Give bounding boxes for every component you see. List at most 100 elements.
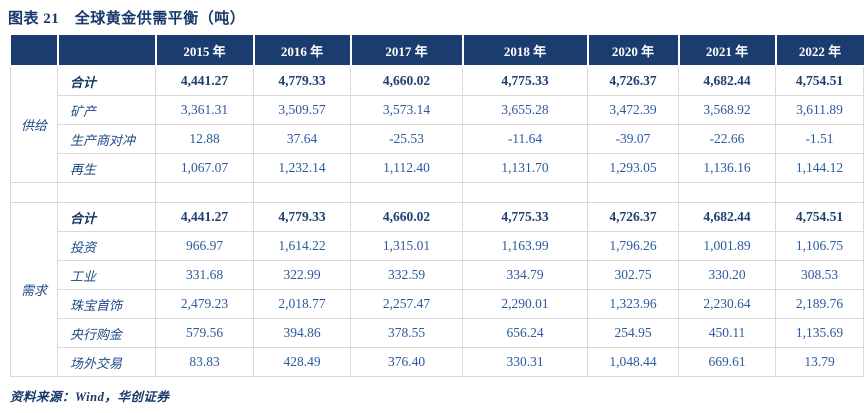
value-cell: 1,112.40 <box>350 153 463 183</box>
value-cell: 334.79 <box>462 260 588 290</box>
value-cell: 2,230.64 <box>678 289 776 319</box>
table-row: 工业 331.68 322.99 332.59 334.79 302.75 330.20 30… <box>11 260 864 290</box>
row-label: 场外交易 <box>57 347 156 377</box>
value-cell: 1,323.96 <box>587 289 679 319</box>
value-cell: 1,136.16 <box>678 153 776 183</box>
value-cell: 3,568.92 <box>678 95 776 125</box>
row-label: 投资 <box>57 231 156 261</box>
row-label: 合计 <box>57 202 156 232</box>
value-cell: 1,144.12 <box>775 153 864 183</box>
table-row: 再生 1,067.07 1,232.14 1,112.40 1,131.70 1,293.… <box>11 153 864 183</box>
value-cell: 2,189.76 <box>775 289 864 319</box>
value-cell: 3,655.28 <box>462 95 588 125</box>
figure-title: 图表 21 全球黄金供需平衡（吨） <box>8 11 246 27</box>
value-cell: 3,472.39 <box>587 95 679 125</box>
value-cell: 12.88 <box>155 124 254 154</box>
value-cell: -25.53 <box>350 124 463 154</box>
year-header: 2022 年 <box>774 35 864 67</box>
value-cell: 579.56 <box>155 318 254 348</box>
value-cell: -39.07 <box>587 124 679 154</box>
value-cell: 376.40 <box>350 347 463 377</box>
value-cell: 2,290.01 <box>462 289 588 319</box>
value-cell: 1,232.14 <box>253 153 351 183</box>
year-header: 2020 年 <box>586 35 679 67</box>
value-cell: 669.61 <box>678 347 776 377</box>
spacer-cell <box>10 182 58 203</box>
value-cell: 254.95 <box>587 318 679 348</box>
value-cell: 3,611.89 <box>775 95 864 125</box>
value-cell: 450.11 <box>678 318 776 348</box>
table-row: 供给 合计 4,441.27 4,779.33 4,660.02 4,775.33 4,72… <box>10 65 864 183</box>
value-cell: 1,048.44 <box>587 347 679 377</box>
table-row: 需求 合计 4,441.27 4,779.33 4,660.02 4,775.33 4,72… <box>10 202 864 377</box>
value-cell: 37.64 <box>253 124 351 154</box>
value-cell: 1,067.07 <box>155 153 254 183</box>
value-cell: 1,106.75 <box>775 231 864 261</box>
value-cell: 4,779.33 <box>253 202 351 232</box>
value-cell: 394.86 <box>253 318 351 348</box>
spacer-cell <box>155 182 254 203</box>
table-row: 生产商对冲 12.88 37.64 -25.53 -11.64 -39.07 -22.66-… <box>11 124 864 154</box>
value-cell: 4,726.37 <box>587 202 679 232</box>
table-row: 投资 966.97 1,614.22 1,315.01 1,163.99 1,796.26… <box>11 231 864 261</box>
value-cell: 4,779.33 <box>253 65 351 96</box>
spacer-cell <box>350 182 463 203</box>
value-cell: -11.64 <box>462 124 588 154</box>
table-body: 供给 合计 4,441.27 4,779.33 4,660.02 4,775.33 4,72… <box>10 65 864 377</box>
value-cell: 331.68 <box>155 260 254 290</box>
supply-demand-table: 2015 年 2016 年 2017 年 2018 年 2020 年 2021 年 2022… <box>10 35 864 377</box>
value-cell: 378.55 <box>350 318 463 348</box>
year-header: 2017 年 <box>349 35 463 67</box>
spacer-cell <box>253 182 351 203</box>
value-cell: 1,614.22 <box>253 231 351 261</box>
value-cell: 302.75 <box>587 260 679 290</box>
year-header: 2015 年 <box>154 35 254 67</box>
value-cell: 330.31 <box>462 347 588 377</box>
value-cell: 4,726.37 <box>587 65 679 96</box>
year-header: 2021 年 <box>677 35 776 67</box>
value-cell: 1,131.70 <box>462 153 588 183</box>
source-note: 资料来源：Wind，华创证券 <box>10 390 170 404</box>
table-row: 珠宝首饰 2,479.23 2,018.77 2,257.47 2,290.01 1,32… <box>11 289 864 319</box>
value-cell: 3,573.14 <box>350 95 463 125</box>
value-cell: 1,163.99 <box>462 231 588 261</box>
spacer-row <box>10 182 864 203</box>
value-cell: 2,257.47 <box>350 289 463 319</box>
group-label-supply: 供给 <box>10 65 58 183</box>
value-cell: 4,682.44 <box>678 65 776 96</box>
value-cell: 322.99 <box>253 260 351 290</box>
row-label: 再生 <box>57 153 156 183</box>
value-cell: 332.59 <box>350 260 463 290</box>
value-cell: 1,135.69 <box>775 318 864 348</box>
year-header: 2018 年 <box>461 35 588 67</box>
value-cell: 330.20 <box>678 260 776 290</box>
value-cell: 13.79 <box>775 347 864 377</box>
value-cell: 4,441.27 <box>155 65 254 96</box>
row-label: 矿产 <box>57 95 156 125</box>
value-cell: 2,018.77 <box>253 289 351 319</box>
value-cell: 4,660.02 <box>350 65 463 96</box>
header-row: 2015 年 2016 年 2017 年 2018 年 2020 年 2021 年 2022… <box>10 35 864 67</box>
value-cell: 1,001.89 <box>678 231 776 261</box>
spacer-cell <box>775 182 864 203</box>
value-cell: 3,361.31 <box>155 95 254 125</box>
row-label: 合计 <box>57 65 156 96</box>
value-cell: 4,775.33 <box>462 202 588 232</box>
row-label: 珠宝首饰 <box>57 289 156 319</box>
value-cell: 308.53 <box>775 260 864 290</box>
value-cell: 4,682.44 <box>678 202 776 232</box>
corner-cell-group <box>10 35 58 67</box>
table-row: 央行购金 579.56 394.86 378.55 656.24 254.95 450.11… <box>11 318 864 348</box>
value-cell: -22.66 <box>678 124 776 154</box>
year-header: 2016 年 <box>252 35 351 67</box>
value-cell: 4,754.51 <box>775 65 864 96</box>
value-cell: 1,293.05 <box>587 153 679 183</box>
spacer-cell <box>57 182 156 203</box>
group-label-demand: 需求 <box>10 202 58 377</box>
row-label: 央行购金 <box>57 318 156 348</box>
value-cell: 2,479.23 <box>155 289 254 319</box>
value-cell: 4,660.02 <box>350 202 463 232</box>
value-cell: 1,315.01 <box>350 231 463 261</box>
value-cell: 4,441.27 <box>155 202 254 232</box>
value-cell: 3,509.57 <box>253 95 351 125</box>
